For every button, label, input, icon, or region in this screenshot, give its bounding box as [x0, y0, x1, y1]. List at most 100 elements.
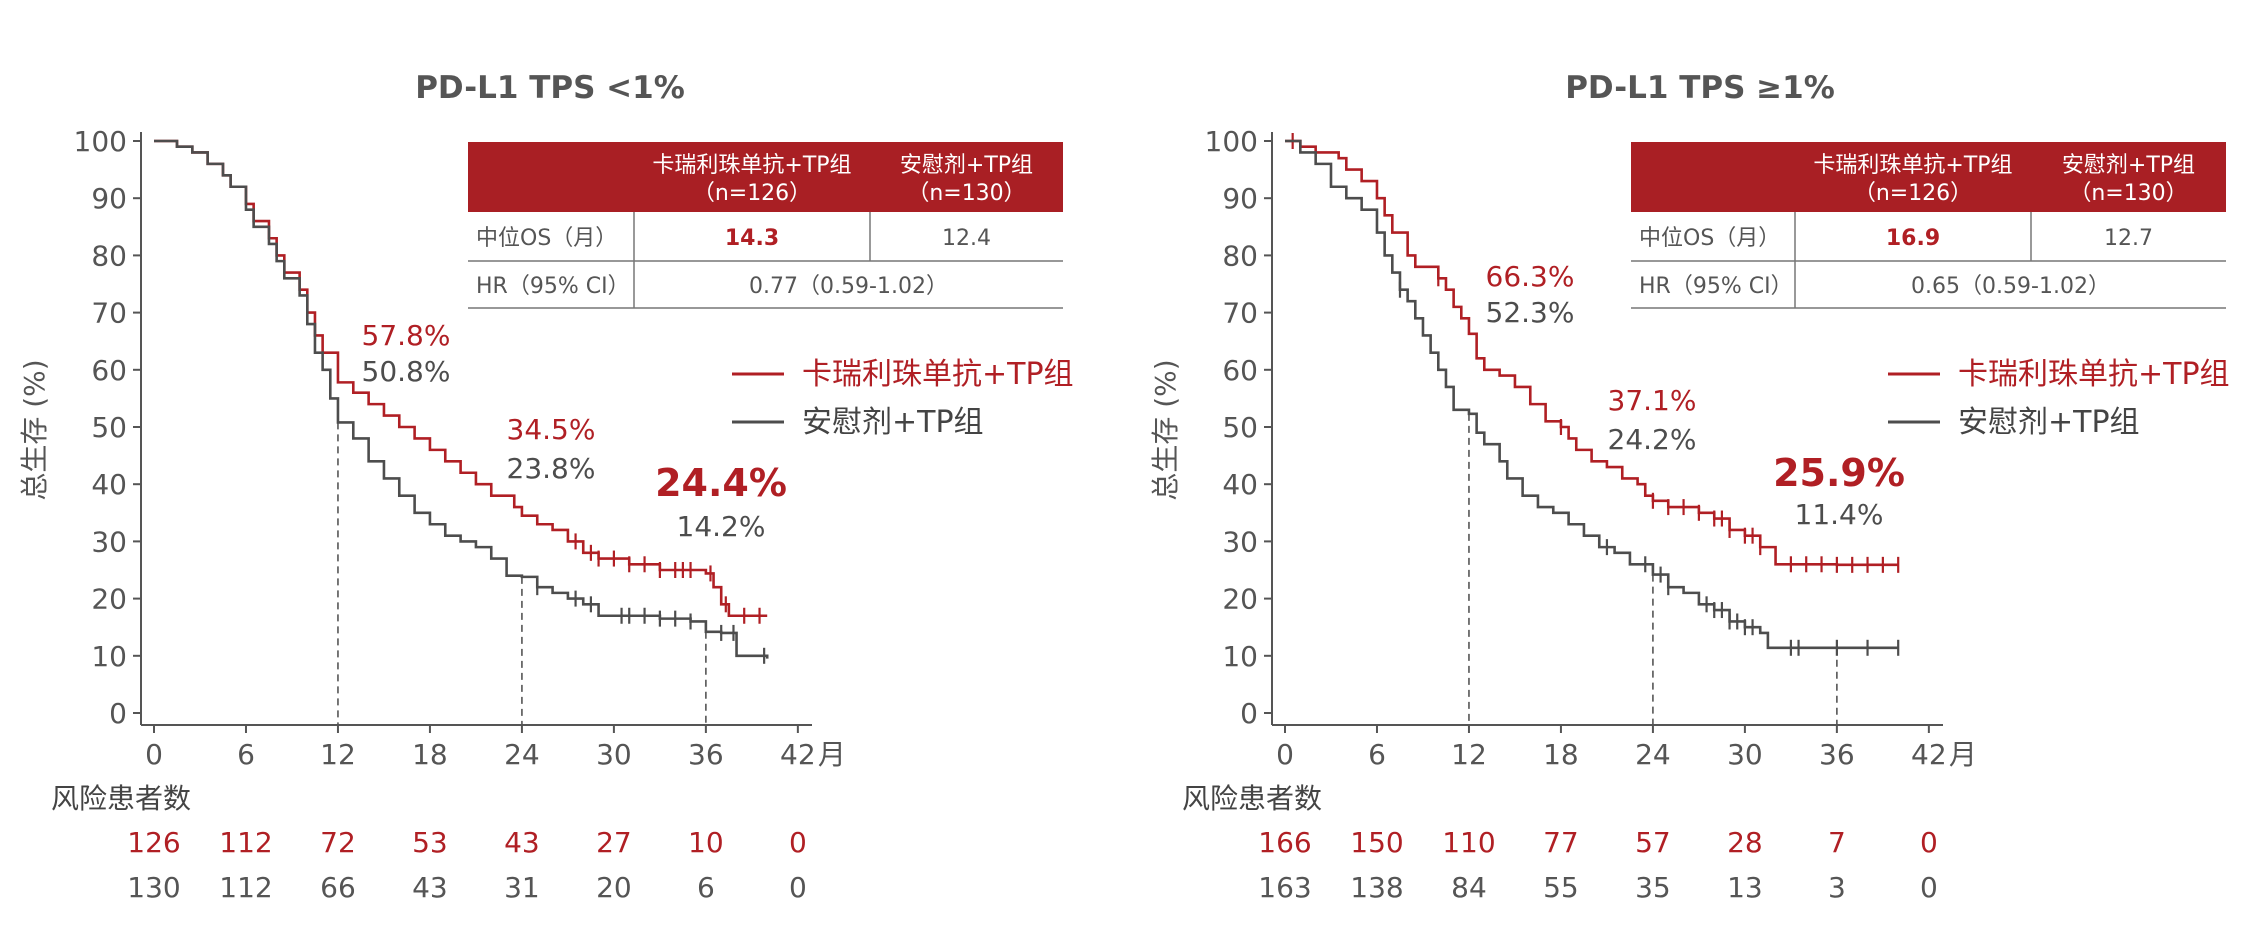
- risk-count-control: 55: [1543, 871, 1579, 904]
- risk-table-label: 风险患者数: [1182, 782, 1322, 815]
- risk-count-treatment: 27: [596, 826, 632, 859]
- hr-value: 0.65（0.59-1.02）: [1911, 274, 2110, 299]
- landmark-control-rate: 14.2%: [677, 510, 766, 543]
- y-tick-label: 80: [1222, 239, 1258, 272]
- treatment-survival-curve: [154, 139, 768, 618]
- y-tick-label: 100: [1205, 125, 1258, 158]
- risk-count-control: 112: [219, 871, 272, 904]
- table-header-control: 安慰剂+TP组: [900, 153, 1033, 178]
- table-header-control-n: （n=130）: [2069, 181, 2187, 206]
- x-tick-label: 18: [412, 738, 448, 771]
- table-header-control: 安慰剂+TP组: [2062, 153, 2195, 178]
- risk-count-treatment: 28: [1727, 826, 1763, 859]
- y-tick-label: 60: [91, 354, 127, 387]
- landmark-treatment-rate: 57.8%: [362, 319, 451, 352]
- landmark-treatment-rate: 34.5%: [507, 413, 596, 446]
- x-tick-label: 0: [145, 738, 163, 771]
- summary-table: 卡瑞利珠单抗+TP组 （n=126） 安慰剂+TP组 （n=130） 中位OS（月） 14…: [468, 142, 1063, 309]
- y-tick-label: 90: [1222, 182, 1258, 215]
- risk-count-control: 31: [504, 871, 540, 904]
- summary-table: 卡瑞利珠单抗+TP组 （n=126） 安慰剂+TP组 （n=130） 中位OS（月） 16…: [1631, 142, 2226, 309]
- median-os-label: 中位OS（月）: [1639, 226, 1780, 251]
- table-header-bg: [1631, 142, 2226, 212]
- legend-label: 安慰剂+TP组: [1958, 405, 2140, 440]
- landmark-control-rate: 52.3%: [1486, 296, 1575, 329]
- y-axis-label: 总生存 (%): [18, 359, 51, 500]
- y-tick-label: 50: [1222, 411, 1258, 444]
- landmark-control-rate: 50.8%: [362, 355, 451, 388]
- hr-label: HR（95% CI）: [476, 274, 630, 299]
- risk-count-treatment: 0: [1920, 826, 1938, 859]
- y-tick-label: 20: [91, 583, 127, 616]
- x-tick-label: 30: [596, 738, 632, 771]
- risk-count-control: 6: [697, 871, 715, 904]
- median-os-control: 12.7: [2104, 226, 2153, 251]
- x-tick-label: 12: [1451, 738, 1487, 771]
- y-tick-label: 30: [91, 525, 127, 558]
- y-tick-label: 50: [91, 411, 127, 444]
- x-tick-label: 24: [504, 738, 540, 771]
- risk-count-treatment: 110: [1442, 826, 1495, 859]
- risk-count-treatment: 166: [1258, 826, 1311, 859]
- landmark-treatment-rate: 37.1%: [1608, 384, 1697, 417]
- hr-label: HR（95% CI）: [1639, 274, 1793, 299]
- y-tick-label: 70: [91, 297, 127, 330]
- x-tick-label: 36: [1819, 738, 1855, 771]
- x-tick-label: 18: [1543, 738, 1579, 771]
- landmark-treatment-rate: 25.9%: [1773, 451, 1905, 495]
- control-survival-curve: [1285, 139, 1899, 650]
- x-tick-label: 36: [688, 738, 724, 771]
- risk-count-control: 35: [1635, 871, 1671, 904]
- y-tick-label: 40: [91, 468, 127, 501]
- risk-count-treatment: 53: [412, 826, 448, 859]
- y-tick-label: 90: [91, 182, 127, 215]
- y-tick-label: 30: [1222, 525, 1258, 558]
- risk-count-control: 138: [1350, 871, 1403, 904]
- risk-count-treatment: 43: [504, 826, 540, 859]
- x-tick-label: 42: [1911, 738, 1947, 771]
- x-tick-label: 24: [1635, 738, 1671, 771]
- y-tick-label: 80: [91, 239, 127, 272]
- table-header-treatment-n: （n=126）: [693, 181, 811, 206]
- y-tick-label: 100: [74, 125, 127, 158]
- median-os-label: 中位OS（月）: [476, 226, 617, 251]
- x-tick-label: 42: [780, 738, 816, 771]
- chart-title: PD-L1 TPS ≥1%: [1565, 70, 1835, 106]
- risk-count-control: 13: [1727, 871, 1763, 904]
- legend-label: 卡瑞利珠单抗+TP组: [1958, 357, 2230, 392]
- risk-count-treatment: 57: [1635, 826, 1671, 859]
- treatment-survival-curve: [1285, 139, 1899, 567]
- x-axis-unit-label: 月: [1949, 738, 1977, 771]
- table-header-bg: [468, 142, 1063, 212]
- x-tick-label: 30: [1727, 738, 1763, 771]
- median-os-control: 12.4: [942, 226, 991, 251]
- landmark-control-rate: 11.4%: [1795, 498, 1884, 531]
- y-tick-label: 70: [1222, 297, 1258, 330]
- median-os-treatment: 16.9: [1886, 226, 1940, 251]
- landmark-control-rate: 24.2%: [1608, 423, 1697, 456]
- risk-count-control: 0: [789, 871, 807, 904]
- risk-count-control: 130: [127, 871, 180, 904]
- table-header-treatment: 卡瑞利珠单抗+TP组: [1813, 153, 2012, 178]
- y-tick-label: 0: [109, 697, 127, 730]
- x-tick-label: 12: [320, 738, 356, 771]
- x-tick-label: 0: [1276, 738, 1294, 771]
- risk-count-control: 3: [1828, 871, 1846, 904]
- risk-table-label: 风险患者数: [51, 782, 191, 815]
- table-header-control-n: （n=130）: [907, 181, 1025, 206]
- risk-count-treatment: 72: [320, 826, 356, 859]
- risk-count-control: 20: [596, 871, 632, 904]
- table-header-treatment-n: （n=126）: [1854, 181, 1972, 206]
- risk-count-control: 0: [1920, 871, 1938, 904]
- y-tick-label: 0: [1240, 697, 1258, 730]
- legend-label: 安慰剂+TP组: [802, 405, 984, 440]
- landmark-control-rate: 23.8%: [507, 452, 596, 485]
- risk-count-control: 163: [1258, 871, 1311, 904]
- y-tick-label: 60: [1222, 354, 1258, 387]
- risk-count-treatment: 0: [789, 826, 807, 859]
- y-tick-label: 20: [1222, 583, 1258, 616]
- risk-count-treatment: 10: [688, 826, 724, 859]
